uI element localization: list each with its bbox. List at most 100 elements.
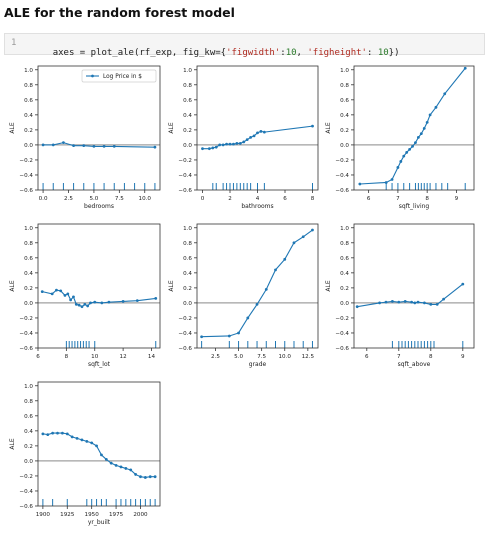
- y-tick-label: 0.0: [183, 143, 192, 149]
- data-point: [82, 144, 86, 148]
- data-point: [225, 142, 228, 146]
- x-tick-label: 6: [367, 196, 371, 202]
- x-tick-label: 12: [120, 354, 127, 360]
- x-tick-label: 5.0: [89, 196, 98, 202]
- y-tick-label: −0.4: [335, 173, 349, 179]
- data-point: [425, 120, 429, 124]
- data-point: [242, 140, 246, 144]
- data-point: [235, 142, 239, 145]
- code-cell[interactable]: 1 axes = plot_ale(rf_exp, fig_kw={'figwi…: [4, 33, 485, 58]
- data-point: [384, 300, 388, 304]
- data-point: [232, 142, 235, 146]
- y-tick-label: 1.0: [183, 226, 192, 232]
- data-point: [238, 142, 242, 145]
- data-point: [214, 145, 218, 149]
- y-tick-label: −0.6: [19, 188, 33, 194]
- series-line: [359, 67, 466, 185]
- y-axis-label: ALE: [325, 280, 332, 291]
- code-text[interactable]: axes = plot_ale(rf_exp, fig_kw={'figwidt…: [31, 38, 400, 68]
- data-point: [80, 305, 84, 309]
- y-tick-label: 0.8: [340, 83, 349, 89]
- data-point: [443, 92, 447, 96]
- data-point: [89, 301, 92, 305]
- y-tick-label: −0.2: [335, 316, 349, 322]
- y-tick-label: 0.2: [183, 286, 192, 292]
- data-point: [66, 292, 70, 296]
- series-line: [201, 229, 313, 338]
- data-point: [211, 146, 215, 150]
- data-point: [311, 124, 314, 128]
- y-tick-label: 0.2: [340, 128, 349, 134]
- legend-marker: [91, 74, 94, 78]
- data-point: [403, 300, 407, 303]
- x-tick-label: 6: [36, 354, 40, 360]
- data-point: [139, 475, 142, 479]
- data-point: [259, 129, 263, 133]
- y-tick-label: 0.0: [340, 301, 349, 307]
- y-axis-label: ALE: [168, 122, 175, 133]
- y-tick-label: 0.4: [24, 113, 33, 119]
- data-point: [246, 316, 250, 320]
- y-axis-label: ALE: [9, 280, 16, 291]
- data-point: [70, 435, 74, 439]
- legend-label: Log Price in $: [103, 74, 142, 80]
- data-point: [228, 142, 232, 146]
- x-tick-label: 6: [365, 354, 369, 360]
- code-token: }): [388, 48, 400, 58]
- code-token: 10: [377, 48, 389, 58]
- y-axis-label: ALE: [9, 122, 16, 133]
- y-tick-label: −0.6: [335, 346, 349, 352]
- data-point: [411, 145, 414, 148]
- x-tick-label: 12.5: [302, 354, 315, 360]
- data-point: [50, 292, 54, 296]
- x-tick-label: 5.0: [234, 354, 243, 360]
- data-point: [405, 151, 409, 154]
- y-tick-label: 0.4: [340, 113, 349, 119]
- series-line: [42, 432, 156, 478]
- series-line: [42, 289, 156, 308]
- data-point: [384, 181, 388, 184]
- data-point: [264, 287, 268, 291]
- code-token: ,: [296, 48, 308, 58]
- data-point: [134, 473, 138, 476]
- y-tick-label: 0.8: [183, 83, 192, 89]
- code-token: axes = plot_ale(rf_exp, fig_kw={: [52, 48, 227, 58]
- y-tick-label: −0.6: [19, 504, 33, 510]
- y-tick-label: 0.2: [24, 286, 33, 292]
- y-tick-label: −0.4: [335, 331, 349, 337]
- data-point: [107, 300, 111, 304]
- y-tick-label: 0.0: [183, 301, 192, 307]
- data-point: [301, 235, 305, 239]
- x-tick-label: 14: [148, 354, 156, 360]
- data-point: [256, 131, 259, 135]
- subplot-7: −0.6 −0.4 −0.2 0.0 0.2 0.4 0.6 0.8 1.0 1900 1925 19…: [9, 381, 161, 526]
- y-tick-label: −0.2: [19, 474, 33, 480]
- x-tick-label: 2: [228, 196, 232, 202]
- y-tick-label: 0.6: [340, 98, 349, 104]
- y-tick-label: 0.6: [183, 256, 192, 262]
- ale-figure: −0.6 −0.4 −0.2 0.0 0.2 0.4 0.6 0.8 1.0 0.0 2.5 5.0 7…: [9, 65, 475, 526]
- x-tick-label: 1975: [109, 512, 124, 518]
- data-point: [408, 148, 412, 151]
- y-tick-label: −0.4: [178, 331, 192, 337]
- y-tick-label: 0.8: [24, 241, 33, 247]
- x-axis-label: bathrooms: [241, 203, 273, 210]
- data-point: [410, 300, 413, 304]
- x-tick-label: 2.5: [64, 196, 73, 202]
- data-point: [355, 305, 359, 309]
- data-point: [207, 147, 211, 151]
- y-tick-label: 0.2: [183, 128, 192, 134]
- data-point: [93, 300, 97, 304]
- data-point: [378, 301, 381, 305]
- data-point: [153, 145, 157, 149]
- data-point: [423, 301, 426, 305]
- data-point: [311, 228, 314, 232]
- data-point: [461, 282, 465, 286]
- x-tick-label: 0.0: [39, 196, 48, 202]
- y-tick-label: −0.6: [335, 188, 349, 194]
- y-tick-label: −0.2: [19, 158, 33, 164]
- code-token: 'figwidth': [226, 48, 281, 58]
- y-tick-label: 0.6: [340, 256, 349, 262]
- data-point: [416, 135, 420, 139]
- x-tick-label: 1925: [60, 512, 75, 518]
